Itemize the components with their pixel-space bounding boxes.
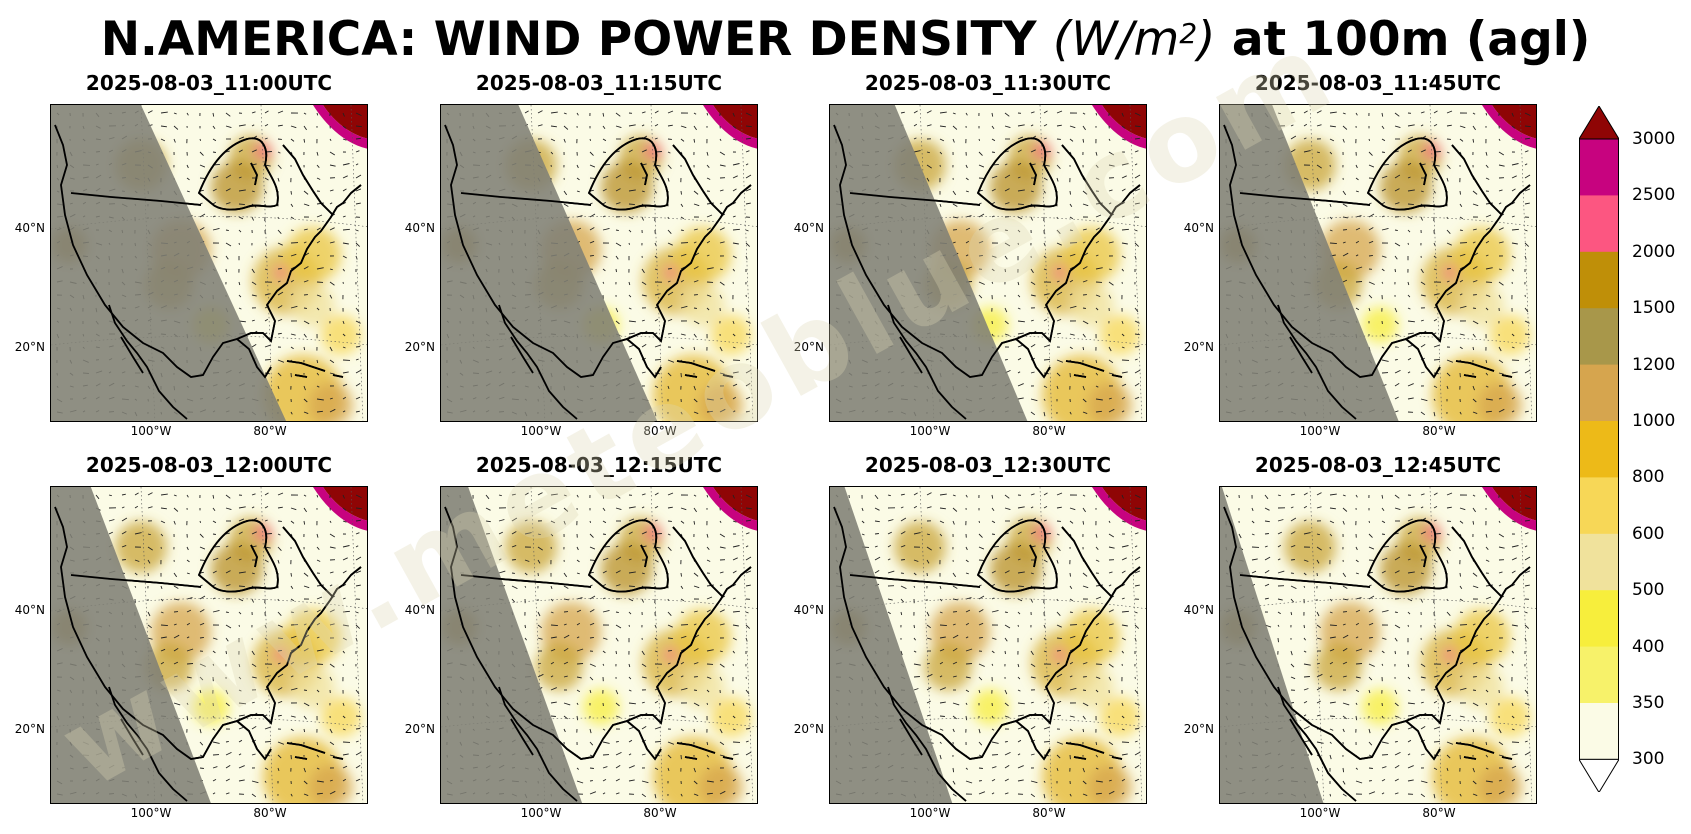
panel-title: 2025-08-03_11:30UTC	[864, 71, 1112, 95]
longitude-label: 80°W	[1032, 806, 1066, 820]
longitude-label: 100°W	[130, 806, 172, 820]
longitude-label: 100°W	[1299, 806, 1341, 820]
units-base: (W/m	[1052, 12, 1180, 67]
latitude-label: 40°N	[14, 603, 45, 617]
colorbar-segment	[1579, 195, 1619, 253]
units-exponent: 2	[1179, 17, 1198, 50]
longitude-label: 80°W	[643, 424, 677, 438]
colorbar-segment	[1579, 421, 1619, 478]
colorbar-segment	[1579, 139, 1619, 196]
colorbar-tick-label: 1500	[1632, 298, 1676, 319]
map-panel	[50, 104, 368, 422]
colorbar-tick-label: 500	[1632, 580, 1665, 601]
wind-power-map	[830, 105, 1146, 421]
longitude-label: 100°W	[1299, 424, 1341, 438]
title-prefix: N.AMERICA: WIND POWER DENSITY	[100, 12, 1053, 67]
map-panel	[829, 104, 1147, 422]
latitude-label: 20°N	[14, 722, 45, 736]
longitude-label: 80°W	[643, 806, 677, 820]
latitude-label: 40°N	[14, 221, 45, 235]
panel-title: 2025-08-03_11:15UTC	[475, 71, 723, 95]
colorbar	[1579, 106, 1619, 792]
colorbar-over-arrow	[1579, 106, 1619, 140]
map-panel	[1219, 104, 1537, 422]
longitude-label: 100°W	[909, 424, 951, 438]
colorbar-tick-label: 600	[1632, 523, 1665, 544]
title-units: (W/m2)	[1053, 12, 1216, 67]
colorbar-tick-label: 1200	[1632, 354, 1676, 375]
colorbar-tick-label: 2500	[1632, 185, 1676, 206]
colorbar-segment	[1579, 703, 1619, 760]
latitude-label: 20°N	[793, 340, 824, 354]
longitude-label: 100°W	[520, 424, 562, 438]
colorbar-segment	[1579, 646, 1619, 704]
latitude-label: 20°N	[1183, 340, 1214, 354]
latitude-label: 20°N	[1183, 722, 1214, 736]
colorbar-segment	[1579, 308, 1619, 366]
colorbar-tick-label: 350	[1632, 693, 1665, 713]
colorbar-segment	[1579, 364, 1619, 422]
longitude-label: 80°W	[1422, 424, 1456, 438]
latitude-label: 20°N	[404, 722, 435, 736]
colorbar-under-arrow	[1579, 758, 1619, 792]
latitude-label: 40°N	[1183, 221, 1214, 235]
wind-power-map	[1220, 105, 1536, 421]
longitude-label: 80°W	[1032, 424, 1066, 438]
wind-power-map	[441, 487, 757, 803]
panel-title: 2025-08-03_12:15UTC	[475, 453, 723, 477]
colorbar-tick-label: 300	[1632, 749, 1665, 770]
colorbar-tick-label: 800	[1632, 467, 1665, 488]
colorbar-tick-label: 2000	[1632, 241, 1676, 262]
longitude-label: 100°W	[130, 424, 172, 438]
wind-power-map	[441, 105, 757, 421]
units-close: )	[1197, 12, 1216, 67]
wind-power-map	[51, 487, 367, 803]
latitude-label: 40°N	[1183, 603, 1214, 617]
latitude-label: 40°N	[793, 221, 824, 235]
colorbar-segment	[1579, 477, 1619, 535]
title-suffix: at 100m (agl)	[1215, 12, 1591, 67]
longitude-label: 100°W	[520, 806, 562, 820]
map-panel	[1219, 486, 1537, 804]
longitude-label: 80°W	[1422, 806, 1456, 820]
panel-title: 2025-08-03_12:30UTC	[864, 453, 1112, 477]
colorbar-segment	[1579, 533, 1619, 591]
colorbar-tick-label: 1000	[1632, 411, 1676, 431]
figure-title: N.AMERICA: WIND POWER DENSITY (W/m2) at …	[0, 8, 1691, 72]
latitude-label: 40°N	[793, 603, 824, 617]
latitude-label: 20°N	[14, 340, 45, 354]
wind-power-map	[830, 487, 1146, 803]
latitude-label: 20°N	[793, 722, 824, 736]
map-panel	[829, 486, 1147, 804]
map-panel	[440, 486, 758, 804]
panel-title: 2025-08-03_11:45UTC	[1254, 71, 1502, 95]
colorbar-tick-label: 3000	[1632, 129, 1676, 149]
colorbar-segment	[1579, 590, 1619, 648]
panel-title: 2025-08-03_12:45UTC	[1254, 453, 1502, 477]
latitude-label: 40°N	[404, 221, 435, 235]
longitude-label: 100°W	[909, 806, 951, 820]
colorbar-segment	[1579, 251, 1619, 309]
wind-power-map	[51, 105, 367, 421]
wind-power-map	[1220, 487, 1536, 803]
map-panel	[50, 486, 368, 804]
panel-title: 2025-08-03_11:00UTC	[85, 71, 333, 95]
longitude-label: 80°W	[253, 806, 287, 820]
map-panel	[440, 104, 758, 422]
longitude-label: 80°W	[253, 424, 287, 438]
colorbar-tick-label: 400	[1632, 636, 1665, 657]
latitude-label: 20°N	[404, 340, 435, 354]
latitude-label: 40°N	[404, 603, 435, 617]
panel-title: 2025-08-03_12:00UTC	[85, 453, 333, 477]
